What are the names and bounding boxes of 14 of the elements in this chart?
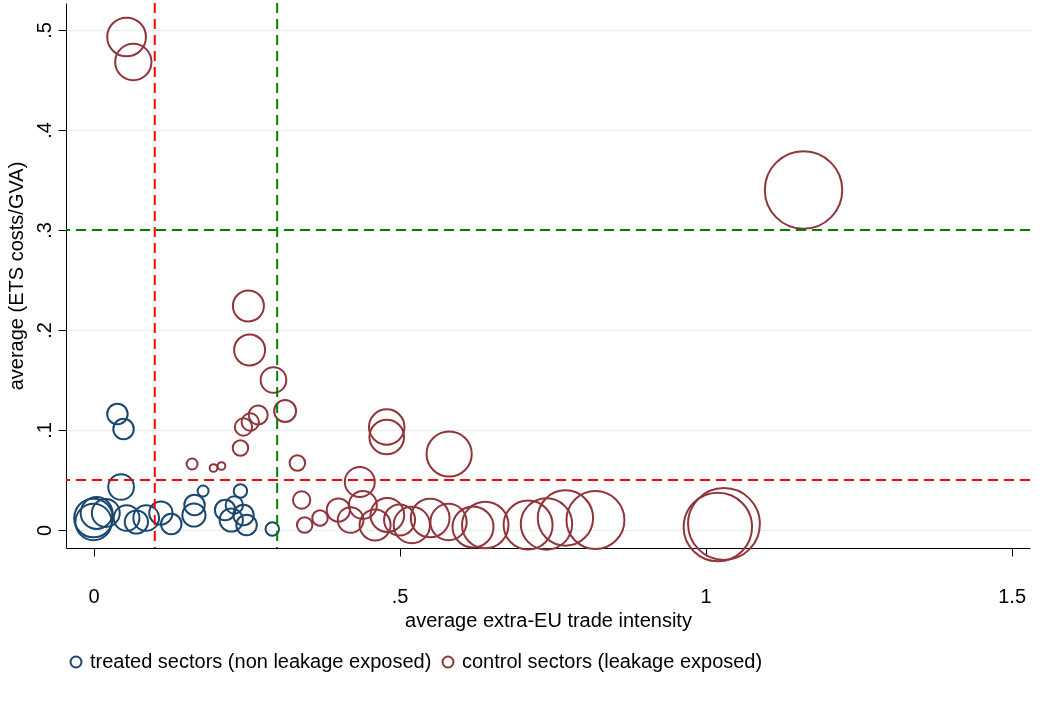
x-tick-label: .5 bbox=[391, 584, 409, 607]
x-tick-label: 0 bbox=[88, 584, 100, 607]
x-axis-title: average extra-EU trade intensity bbox=[405, 608, 692, 631]
y-tick-label: .1 bbox=[32, 422, 55, 439]
y-tick-label: .2 bbox=[32, 322, 55, 339]
legend-label: treated sectors (non leakage exposed) bbox=[90, 650, 432, 672]
y-axis-title: average (ETS costs/GVA) bbox=[4, 161, 27, 391]
y-tick-label: .4 bbox=[32, 122, 55, 139]
y-tick-label: 0 bbox=[32, 524, 55, 537]
y-tick-label: .3 bbox=[32, 222, 55, 239]
y-tick-label: .5 bbox=[32, 22, 55, 39]
x-tick-label: 1.5 bbox=[998, 584, 1027, 607]
x-tick-label: 1 bbox=[700, 584, 712, 607]
legend-label: control sectors (leakage exposed) bbox=[462, 650, 763, 672]
